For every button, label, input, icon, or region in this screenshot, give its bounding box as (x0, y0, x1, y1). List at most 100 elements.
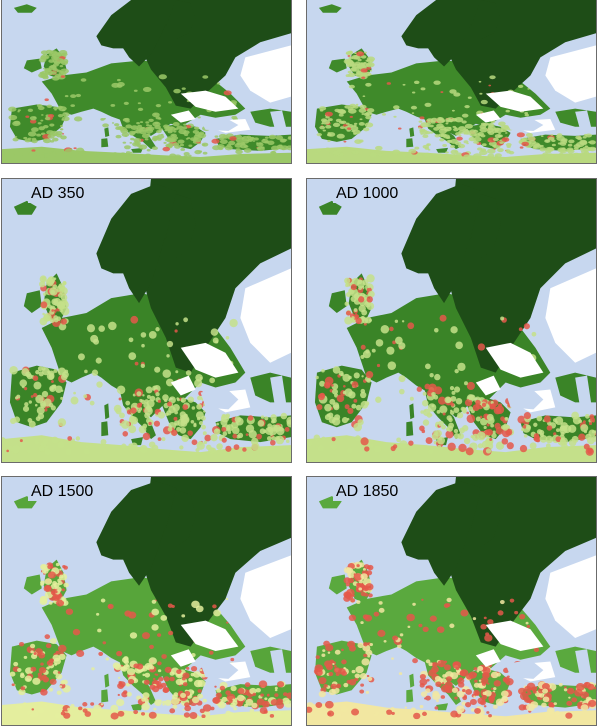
open-land-patch (464, 123, 473, 129)
cropland-patch (462, 688, 466, 693)
cropland-patch (130, 407, 137, 414)
land-corsica (409, 403, 415, 420)
open-land-patch (121, 443, 127, 449)
open-land-patch (35, 369, 40, 375)
land-finland (165, 193, 196, 259)
open-land-patch (19, 379, 28, 387)
open-land-patch (286, 416, 291, 425)
open-land-patch (364, 51, 367, 54)
open-land-patch (76, 147, 85, 153)
open-land-patch (14, 136, 18, 138)
open-land-patch (151, 608, 160, 616)
open-land-patch (363, 112, 370, 117)
open-land-patch (366, 108, 375, 113)
cropland-patch (465, 688, 473, 695)
cropland-patch (189, 712, 198, 719)
open-land-patch (500, 316, 505, 321)
open-land-patch (70, 704, 75, 708)
map-svg (2, 0, 291, 163)
open-land-patch (366, 274, 375, 283)
open-land-patch (181, 87, 186, 90)
cropland-patch (61, 588, 65, 592)
open-land-patch (62, 112, 70, 117)
open-land-patch (172, 704, 178, 709)
cropland-patch (457, 681, 465, 688)
cropland-patch (459, 670, 466, 676)
cropland-patch (502, 676, 510, 683)
open-land-patch (486, 413, 494, 421)
open-land-patch (140, 332, 147, 338)
black-sea (505, 117, 544, 132)
no-data-area (170, 649, 196, 667)
open-land-patch (325, 124, 332, 129)
open-land-patch (342, 373, 351, 382)
open-land-patch (461, 113, 469, 118)
cropland-patch (40, 688, 48, 696)
open-land-patch (183, 151, 190, 156)
open-land-patch (338, 109, 347, 115)
cropland-patch (386, 709, 393, 715)
open-land-patch (86, 324, 96, 333)
open-land-patch (450, 326, 458, 334)
open-land-patch (580, 424, 589, 433)
land-finland (470, 193, 501, 259)
cropland-patch (307, 706, 313, 713)
cropland-patch (130, 315, 139, 324)
cropland-patch (323, 640, 330, 647)
open-land-patch (587, 141, 591, 144)
open-land-patch (28, 400, 32, 404)
open-land-patch (561, 138, 567, 142)
open-land-patch (226, 424, 234, 432)
open-land-patch (53, 277, 57, 281)
open-land-patch (393, 115, 397, 118)
open-land-patch (579, 148, 583, 151)
cropland-patch (331, 437, 336, 442)
cropland-patch (161, 654, 167, 659)
open-land-patch (322, 129, 326, 132)
open-land-patch (22, 702, 27, 706)
open-land-patch (21, 368, 30, 377)
open-land-patch (439, 405, 448, 414)
cropland-patch (252, 692, 257, 696)
cropland-patch (366, 674, 370, 678)
cropland-patch (40, 301, 48, 309)
cropland-patch (546, 425, 553, 431)
open-land-patch (19, 148, 23, 151)
cropland-patch (425, 437, 433, 445)
open-land-patch (394, 319, 399, 323)
cropland-patch (211, 138, 220, 144)
cropland-patch (138, 402, 143, 406)
open-land-patch (463, 140, 469, 144)
cropland-patch (182, 404, 189, 410)
cropland-patch (169, 708, 176, 714)
open-land-patch (225, 710, 232, 716)
open-land-patch (453, 433, 460, 439)
map-svg (2, 179, 291, 462)
open-land-patch (464, 105, 470, 109)
cropland-patch (473, 689, 480, 696)
open-land-patch (427, 403, 437, 412)
open-land-patch (572, 416, 582, 425)
open-land-patch (327, 651, 331, 654)
open-land-patch (70, 94, 77, 99)
cropland-patch (212, 697, 220, 704)
open-land-patch (456, 152, 463, 157)
open-land-patch (343, 682, 349, 688)
cropland-patch (328, 671, 334, 677)
land-corsica (104, 127, 110, 138)
open-land-patch (18, 691, 22, 695)
open-land-patch (478, 80, 482, 83)
open-land-patch (351, 129, 355, 133)
open-land-patch (274, 686, 278, 690)
land-scandinavia (96, 0, 186, 67)
open-land-patch (166, 340, 174, 348)
cropland-patch (588, 699, 596, 707)
open-land-patch (98, 325, 105, 332)
open-land-patch (185, 138, 189, 140)
open-land-patch (179, 427, 187, 434)
open-land-patch (353, 122, 358, 125)
open-land-patch (224, 145, 233, 151)
open-land-patch (422, 391, 427, 396)
open-land-patch (157, 669, 162, 673)
open-land-patch (453, 428, 459, 434)
